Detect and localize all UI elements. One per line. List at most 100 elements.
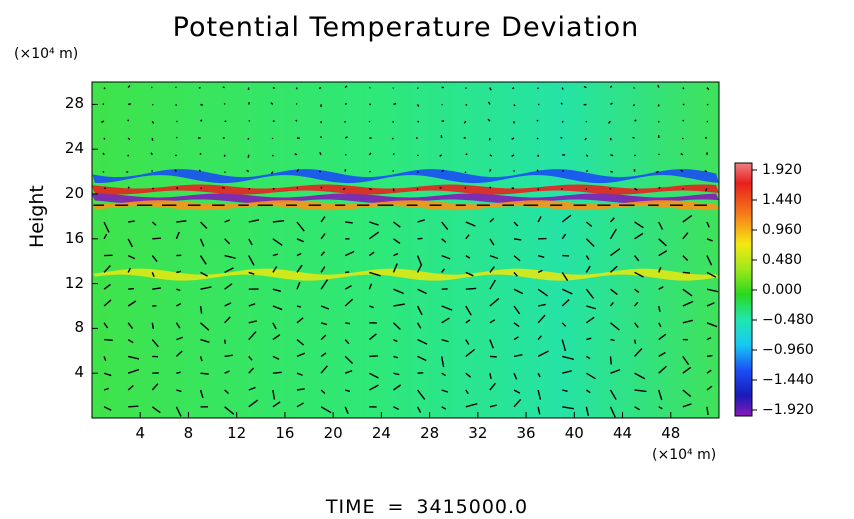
wind-arrow (221, 186, 225, 190)
wind-arrow (248, 219, 260, 223)
wind-arrow (704, 170, 708, 173)
wind-arrow (417, 288, 427, 295)
wind-arrow (585, 265, 591, 273)
wind-arrow (634, 221, 644, 229)
wind-arrow (222, 86, 225, 89)
wind-arrow (248, 102, 250, 105)
x-tick-label: 40 (564, 424, 584, 442)
wind-arrow (682, 389, 692, 397)
wind-arrow (393, 355, 399, 359)
wind-arrow (537, 389, 542, 400)
x-tick-label: 16 (275, 424, 295, 442)
wind-arrow (585, 355, 591, 360)
wind-arrow (151, 272, 155, 278)
wind-arrow (682, 300, 694, 307)
band-1 (92, 184, 719, 195)
wind-arrow (271, 137, 274, 140)
wind-arrow (318, 86, 322, 90)
x-tick-label: 48 (661, 424, 681, 442)
wind-arrow (200, 271, 208, 277)
wind-arrow (609, 217, 615, 223)
wind-arrow (706, 385, 713, 391)
wind-arrow (175, 231, 180, 240)
wind-arrow (658, 406, 663, 410)
wind-arrow (224, 370, 230, 374)
wind-arrow (320, 186, 323, 189)
wind-arrow (536, 137, 539, 140)
wind-arrow (562, 355, 574, 360)
wind-arrow (585, 169, 589, 173)
wind-arrow (200, 372, 209, 375)
wind-arrow (583, 85, 587, 89)
wind-arrow (441, 372, 446, 377)
wind-arrow (224, 254, 236, 259)
wind-arrow (295, 119, 298, 122)
wind-arrow (658, 250, 668, 257)
wind-arrow (391, 137, 394, 140)
wind-arrow (248, 255, 255, 266)
wind-arrow (489, 266, 495, 273)
wind-arrow (176, 302, 182, 307)
x-tick-label: 32 (468, 424, 488, 442)
wind-arrow (127, 385, 134, 391)
wind-arrow (489, 319, 496, 324)
wind-arrow (248, 355, 253, 361)
wind-arrow (296, 305, 302, 308)
wind-arrow (441, 305, 453, 311)
wind-arrow (465, 234, 470, 240)
colorbar-label: 0.000 (762, 282, 803, 298)
wind-arrow (175, 322, 181, 329)
wind-arrow (199, 305, 203, 314)
wind-arrow (150, 152, 153, 156)
wind-arrow (127, 186, 130, 189)
wind-arrow (392, 120, 395, 123)
wind-arrow (561, 214, 572, 223)
wind-arrow (393, 252, 399, 257)
wind-arrow (368, 152, 372, 156)
colorbar-label: −1.920 (762, 402, 814, 418)
wind-arrow (657, 84, 660, 88)
wind-arrow (199, 356, 203, 362)
wind-arrow (609, 301, 614, 307)
wind-arrow (465, 305, 472, 316)
wind-arrow (320, 334, 327, 341)
wind-arrow (464, 186, 467, 189)
wind-arrow (368, 283, 373, 290)
wind-arrow (248, 238, 253, 246)
wind-arrow (151, 221, 157, 226)
x-tick-label: 4 (135, 424, 145, 442)
wind-arrow (634, 271, 644, 278)
wind-arrow (465, 153, 468, 156)
wind-arrow (103, 221, 110, 233)
wind-arrow (176, 336, 184, 341)
wind-arrow (465, 271, 474, 277)
wind-arrow (295, 103, 298, 105)
wind-arrow (296, 372, 303, 376)
wind-arrow (296, 221, 305, 232)
band-3 (92, 200, 719, 211)
wind-arrow (344, 285, 352, 290)
wind-arrow (296, 317, 304, 324)
colorbar-label: −0.480 (762, 312, 814, 328)
wind-arrow (634, 347, 643, 357)
chart-title: Potential Temperature Deviation (172, 12, 640, 43)
wind-arrow (610, 322, 620, 331)
wind-arrow (682, 271, 691, 274)
wind-arrow (199, 238, 205, 247)
wind-arrow (682, 255, 689, 262)
wind-arrow (200, 119, 203, 122)
wind-arrow (658, 238, 667, 247)
wind-arrow (585, 221, 593, 228)
wind-arrow (465, 87, 467, 90)
wind-arrow (320, 365, 328, 374)
wind-arrow (682, 403, 692, 408)
wind-arrow (634, 372, 646, 380)
wind-arrow (441, 238, 447, 243)
wind-arrow (102, 170, 105, 173)
wind-arrow (609, 389, 617, 400)
wind-arrow (537, 372, 541, 378)
wind-arrow (417, 120, 420, 123)
wind-arrow (126, 170, 129, 173)
wind-arrow (609, 406, 616, 418)
wind-arrow (706, 337, 712, 341)
